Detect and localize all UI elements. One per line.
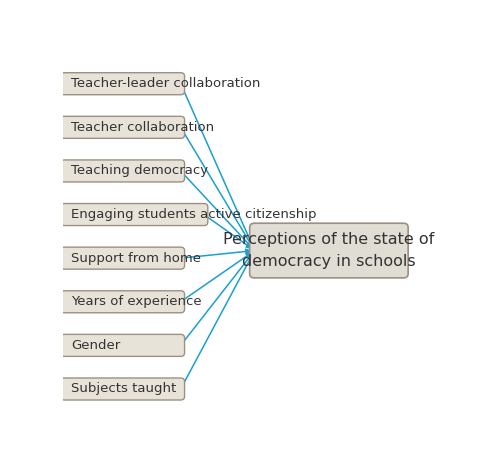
Text: Years of experience: Years of experience	[72, 296, 202, 308]
FancyBboxPatch shape	[60, 204, 208, 225]
Text: Perceptions of the state of
democracy in schools: Perceptions of the state of democracy in…	[224, 232, 434, 269]
Text: Teaching democracy: Teaching democracy	[72, 165, 208, 177]
FancyBboxPatch shape	[60, 73, 184, 95]
FancyBboxPatch shape	[60, 116, 184, 138]
Text: Support from home: Support from home	[72, 252, 202, 265]
FancyBboxPatch shape	[250, 223, 408, 278]
FancyBboxPatch shape	[60, 378, 184, 400]
Text: Gender: Gender	[72, 339, 120, 352]
Text: Engaging students active citizenship: Engaging students active citizenship	[72, 208, 317, 221]
Text: Subjects taught: Subjects taught	[72, 383, 176, 396]
Text: Teacher-leader collaboration: Teacher-leader collaboration	[72, 77, 261, 90]
FancyBboxPatch shape	[60, 291, 184, 313]
FancyBboxPatch shape	[60, 334, 184, 356]
FancyBboxPatch shape	[60, 247, 184, 269]
FancyBboxPatch shape	[60, 160, 184, 182]
Text: Teacher collaboration: Teacher collaboration	[72, 121, 215, 134]
